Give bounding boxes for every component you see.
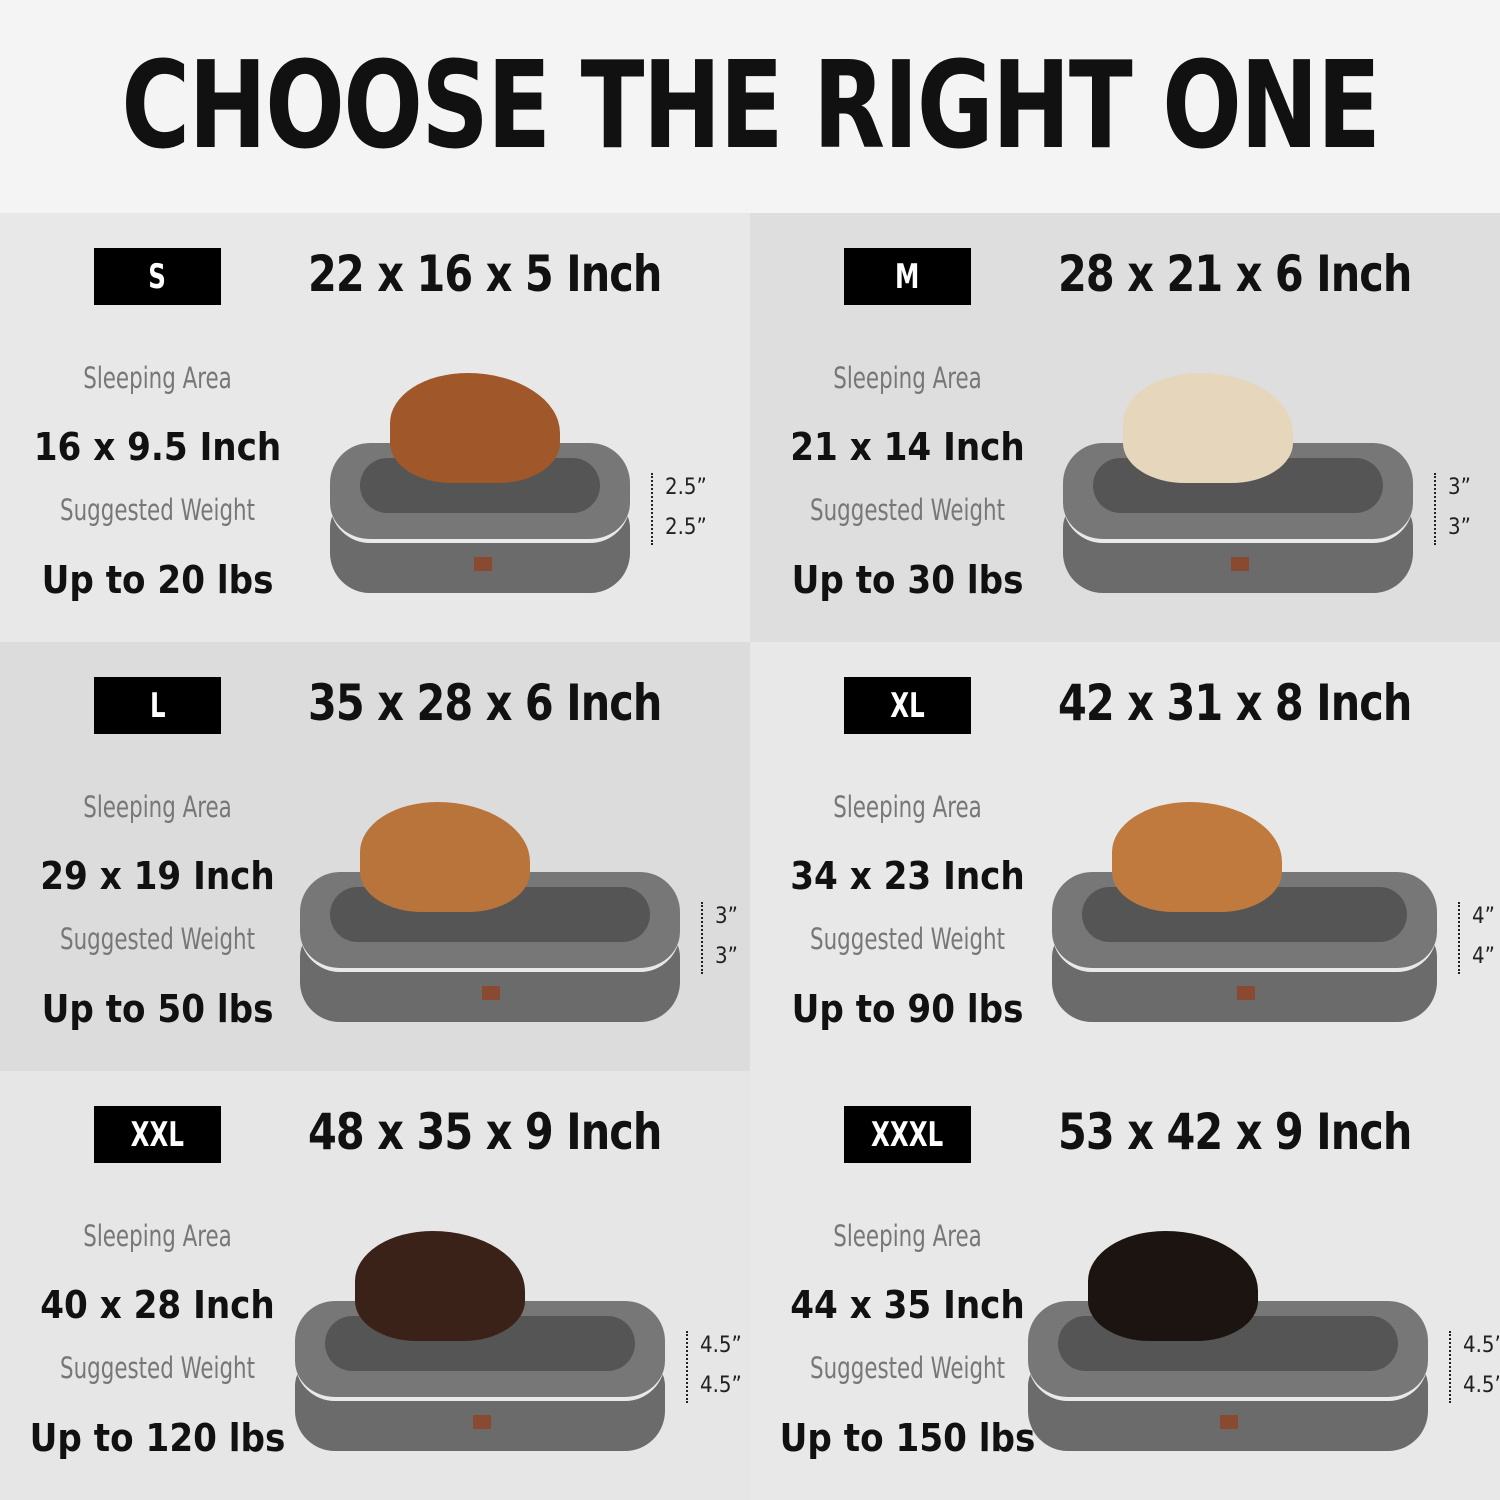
suggested-weight-value: Up to 120 lbs (29, 1416, 286, 1460)
dog-image (355, 1231, 525, 1341)
base-height: 4” (1472, 944, 1495, 969)
dimensions: 42 x 31 x 8 Inch (1058, 674, 1412, 732)
height-measure: 3” 3” (1434, 468, 1471, 548)
size-badge: L (94, 677, 221, 734)
size-badge: M (844, 248, 971, 305)
measure-line (701, 902, 703, 974)
dog-bed-image (295, 1231, 665, 1451)
size-card-xl: XL 42 x 31 x 8 Inch Sleeping Area 34 x 2… (750, 642, 1500, 1071)
dimensions: 22 x 16 x 5 Inch (308, 245, 662, 303)
dog-image (1088, 1231, 1258, 1341)
dog-bed-image (300, 802, 680, 1022)
size-badge: XL (844, 677, 971, 734)
base-height: 4.5” (700, 1373, 742, 1398)
suggested-weight-value: Up to 90 lbs (791, 987, 1024, 1031)
page-title: CHOOSE THE RIGHT ONE (121, 37, 1381, 176)
brand-tag (482, 986, 501, 1000)
dimensions: 53 x 42 x 9 Inch (1058, 1103, 1412, 1161)
suggested-weight-label: Suggested Weight (60, 493, 255, 527)
base-height: 3” (715, 944, 738, 969)
sleeping-area-label: Sleeping Area (83, 790, 232, 824)
sleeping-area-value: 21 x 14 Inch (790, 425, 1025, 469)
sleeping-area-value: 40 x 28 Inch (40, 1283, 275, 1327)
measure-line (1434, 473, 1436, 545)
size-card-s: S 22 x 16 x 5 Inch Sleeping Area 16 x 9.… (0, 213, 750, 642)
header: CHOOSE THE RIGHT ONE (0, 0, 1500, 213)
base-height: 4.5” (1463, 1373, 1500, 1398)
sleeping-area-value: 34 x 23 Inch (790, 854, 1025, 898)
base-height: 2.5” (665, 515, 707, 540)
dog-bed-image (1063, 373, 1413, 593)
suggested-weight-label: Suggested Weight (810, 922, 1005, 956)
size-badge: XXL (94, 1106, 221, 1163)
size-card-xxxl: XXXL 53 x 42 x 9 Inch Sleeping Area 44 x… (750, 1071, 1500, 1500)
dimensions: 35 x 28 x 6 Inch (308, 674, 662, 732)
bolster-height: 3” (1448, 475, 1471, 500)
base-height: 3” (1448, 515, 1471, 540)
size-card-xxl: XXL 48 x 35 x 9 Inch Sleeping Area 40 x … (0, 1071, 750, 1500)
height-measure: 2.5” 2.5” (651, 468, 707, 548)
suggested-weight-label: Suggested Weight (810, 493, 1005, 527)
suggested-weight-value: Up to 30 lbs (791, 558, 1024, 602)
sleeping-area-label: Sleeping Area (833, 790, 982, 824)
suggested-weight-label: Suggested Weight (60, 1351, 255, 1385)
sleeping-area-value: 44 x 35 Inch (790, 1283, 1025, 1327)
suggested-weight-label: Suggested Weight (60, 922, 255, 956)
height-measure: 4.5” 4.5” (1449, 1326, 1500, 1406)
height-measure: 4” 4” (1458, 897, 1495, 977)
brand-tag (472, 1415, 491, 1429)
bolster-height: 2.5” (665, 475, 707, 500)
suggested-weight-value: Up to 50 lbs (41, 987, 274, 1031)
sleeping-area-label: Sleeping Area (833, 361, 982, 395)
brand-tag (1220, 1415, 1238, 1429)
measure-line (686, 1331, 688, 1403)
dog-image (1112, 802, 1282, 912)
bolster-height: 4.5” (700, 1333, 742, 1358)
measure-line (1449, 1331, 1451, 1403)
dimensions: 28 x 21 x 6 Inch (1058, 245, 1412, 303)
size-badge: S (94, 248, 221, 305)
dog-image (360, 802, 530, 912)
measure-line (1458, 902, 1460, 974)
sleeping-area-label: Sleeping Area (833, 1219, 982, 1253)
dog-image (390, 373, 560, 483)
size-grid: S 22 x 16 x 5 Inch Sleeping Area 16 x 9.… (0, 213, 1500, 1500)
brand-tag (474, 557, 492, 571)
bolster-height: 4” (1472, 904, 1495, 929)
dog-image (1123, 373, 1293, 483)
size-badge: XXXL (844, 1106, 971, 1163)
bolster-height: 3” (715, 904, 738, 929)
suggested-weight-value: Up to 150 lbs (779, 1416, 1036, 1460)
brand-tag (1236, 986, 1255, 1000)
sleeping-area-label: Sleeping Area (83, 1219, 232, 1253)
suggested-weight-label: Suggested Weight (810, 1351, 1005, 1385)
suggested-weight-value: Up to 20 lbs (41, 558, 274, 602)
dimensions: 48 x 35 x 9 Inch (308, 1103, 662, 1161)
dog-bed-image (330, 373, 630, 593)
brand-tag (1231, 557, 1249, 571)
size-card-m: M 28 x 21 x 6 Inch Sleeping Area 21 x 14… (750, 213, 1500, 642)
dog-bed-image (1052, 802, 1437, 1022)
height-measure: 3” 3” (701, 897, 738, 977)
sleeping-area-value: 16 x 9.5 Inch (33, 425, 282, 469)
measure-line (651, 473, 653, 545)
height-measure: 4.5” 4.5” (686, 1326, 742, 1406)
dog-bed-image (1028, 1231, 1428, 1451)
sleeping-area-label: Sleeping Area (83, 361, 232, 395)
bolster-height: 4.5” (1463, 1333, 1500, 1358)
size-card-l: L 35 x 28 x 6 Inch Sleeping Area 29 x 19… (0, 642, 750, 1071)
sleeping-area-value: 29 x 19 Inch (40, 854, 275, 898)
